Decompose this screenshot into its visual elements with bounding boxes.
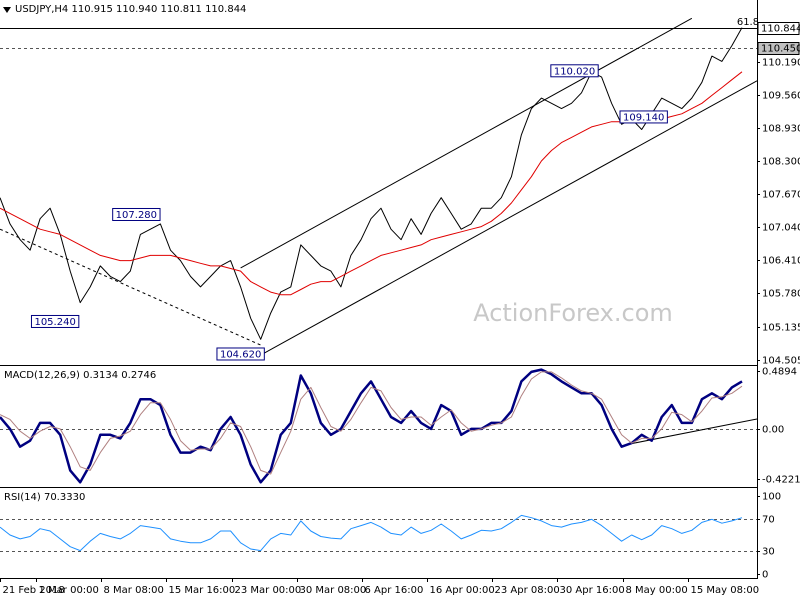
panel: [0, 368, 757, 484]
y-tick-label: 104.505: [762, 356, 800, 367]
x-tick-label: 30 Apr 16:00: [560, 585, 625, 596]
series-line: [0, 371, 743, 475]
series-line: [0, 368, 743, 484]
y-tick-label: 105.135: [762, 323, 800, 334]
annotation-box: [619, 110, 668, 124]
panel-title: MACD(12,26,9) 0.3134 0.2746: [4, 370, 156, 381]
panel: [0, 514, 757, 552]
y-tick-label: 108.300: [762, 157, 800, 168]
y-tick-label: 0: [762, 570, 768, 581]
y-tick-label: 100: [762, 492, 781, 503]
series-line: [0, 27, 743, 340]
plot-layer: ActionForex.com 107.280 105.240 104.620 110.…: [0, 4, 800, 596]
annotation-label: 105.240: [34, 317, 75, 328]
menu-icon[interactable]: [3, 7, 11, 13]
y-tick-label: 108.930: [762, 124, 800, 135]
x-tick-label: 16 Apr 00:00: [430, 585, 495, 596]
x-tick-label: 1 Mar 00:00: [39, 585, 99, 596]
series-line: [0, 71, 743, 296]
x-tick-label: 30 Mar 08:00: [300, 585, 367, 596]
y-tick-label: 109.560: [762, 91, 800, 102]
y-tick-label: 106.410: [762, 256, 800, 267]
y-tick-label: 110.190: [762, 58, 800, 69]
y-tick-label: 0.4894: [762, 367, 797, 378]
annotation-box: [30, 314, 80, 328]
chart-note: 61.8: [737, 17, 759, 28]
watermark: ActionForex.com: [473, 299, 673, 327]
series-line: [0, 514, 743, 552]
annotation-box: [550, 64, 599, 78]
level-label: 110.450: [761, 44, 800, 55]
y-tick-label: 107.040: [762, 223, 800, 234]
level-label: 110.844: [761, 24, 800, 35]
y-tick-label: -0.4221: [762, 475, 800, 486]
y-tick-label: 0.00: [762, 425, 784, 436]
annotation-box: [216, 347, 265, 361]
x-tick-label: 8 May 00:00: [626, 585, 688, 596]
annotation-label: 110.020: [554, 66, 595, 77]
x-tick-label: 21 Feb 2018: [3, 585, 65, 596]
panel-title: USDJPY,H4 110.915 110.940 110.811 110.84…: [15, 4, 246, 15]
x-tick-label: 8 Mar 08:00: [104, 585, 164, 596]
y-tick-label: 107.670: [762, 190, 800, 201]
annotation-box: [112, 207, 161, 221]
annotation-label: 107.280: [116, 210, 157, 221]
trend-line: [240, 17, 693, 269]
trend-line: [260, 80, 757, 356]
x-tick-label: 15 May 08:00: [691, 585, 760, 596]
y-tick-label: 105.780: [762, 289, 800, 300]
panel: ActionForex.com 107.280 105.240 104.620 110.…: [0, 17, 759, 361]
annotation-label: 104.620: [220, 349, 261, 360]
annotation-label: 109.140: [623, 112, 664, 123]
y-tick-label: 70: [762, 515, 775, 526]
x-tick-label: 15 Mar 16:00: [169, 585, 236, 596]
x-tick-label: 6 Apr 16:00: [365, 585, 424, 596]
panel-title: RSI(14) 70.3330: [4, 492, 85, 503]
y-tick-label: 30: [762, 547, 775, 558]
x-tick-label: 23 Apr 08:00: [495, 585, 560, 596]
x-tick-label: 23 Mar 00:00: [235, 585, 302, 596]
